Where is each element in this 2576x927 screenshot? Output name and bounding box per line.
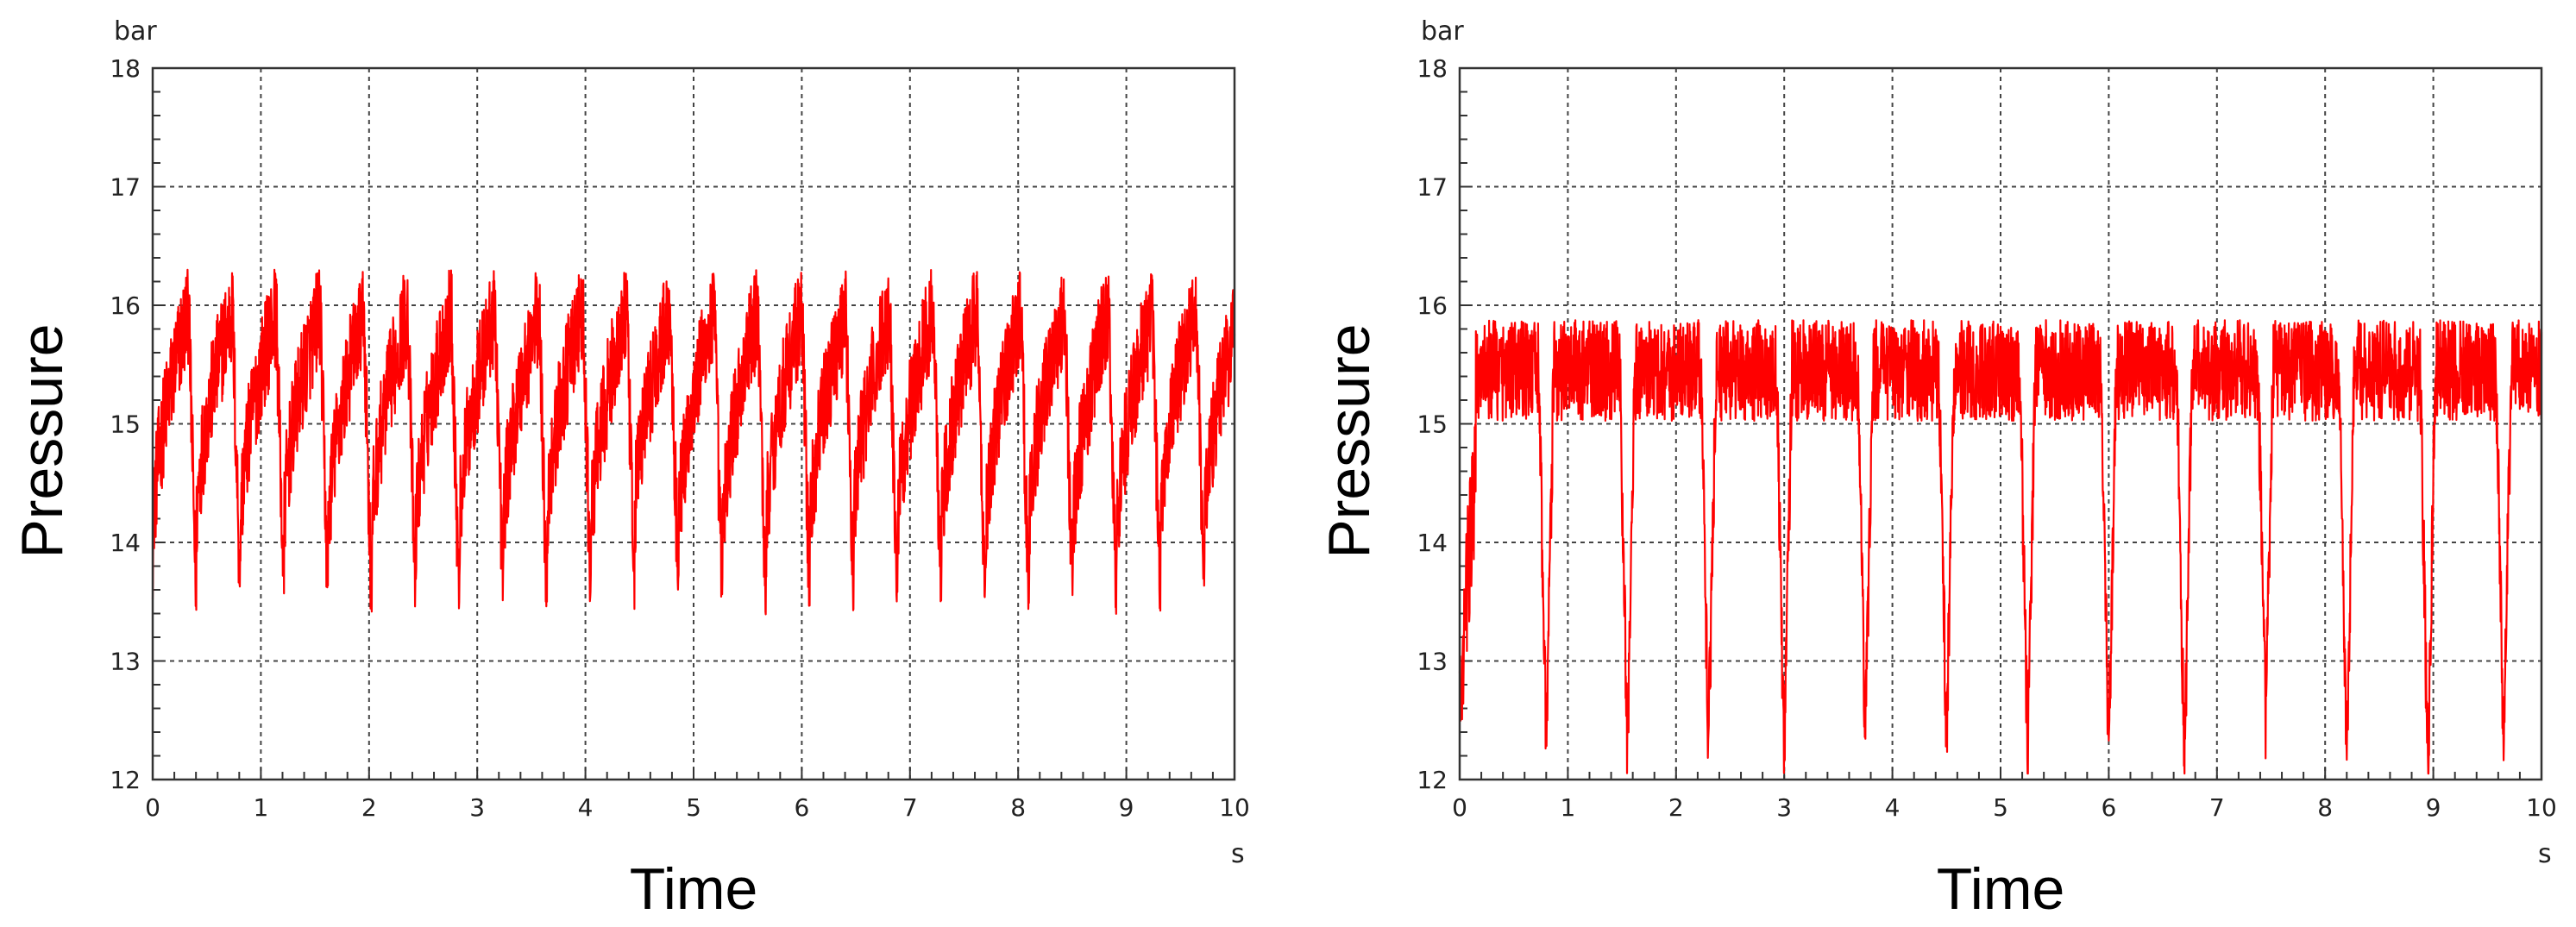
y-unit-label: bar	[114, 16, 157, 47]
x-tick-label: 0	[1452, 793, 1467, 822]
x-tick-label: 8	[2317, 793, 2333, 822]
x-tick-label: 1	[253, 793, 268, 822]
y-tick-label: 15	[110, 410, 141, 439]
y-tick-label: 18	[1417, 54, 1448, 83]
x-tick-label: 7	[902, 793, 918, 822]
x-axis-title: Time	[1937, 856, 2065, 922]
y-tick-label: 17	[110, 173, 141, 202]
x-tick-label: 0	[145, 793, 160, 822]
y-tick-label: 17	[1417, 173, 1448, 202]
x-unit-label: s	[1231, 839, 1245, 869]
y-tick-label: 12	[1417, 766, 1448, 794]
y-axis-title: Pressure	[1316, 323, 1382, 558]
y-tick-label: 18	[110, 54, 141, 83]
pressure-series-line	[151, 268, 1236, 616]
y-tick-label: 13	[1417, 648, 1448, 676]
x-tick-label: 7	[2209, 793, 2225, 822]
x-tick-label: 4	[578, 793, 594, 822]
x-tick-label: 8	[1010, 793, 1026, 822]
x-tick-label: 3	[1776, 793, 1792, 822]
x-tick-label: 9	[2426, 793, 2441, 822]
x-tick-label: 2	[1668, 793, 1684, 822]
y-tick-label: 12	[110, 766, 141, 794]
y-unit-label: bar	[1421, 16, 1464, 47]
x-axis-title: Time	[630, 856, 758, 922]
x-tick-label: 5	[1993, 793, 2008, 822]
y-axis-title: Pressure	[9, 323, 75, 558]
y-tick-label: 16	[1417, 291, 1448, 320]
y-tick-label: 14	[110, 529, 141, 557]
x-tick-label: 5	[686, 793, 701, 822]
plot-frame	[1458, 66, 2543, 781]
pressure-series-line	[1458, 319, 2543, 775]
x-tick-label: 9	[1119, 793, 1134, 822]
x-tick-label: 4	[1885, 793, 1901, 822]
x-unit-label: s	[2538, 839, 2552, 869]
x-tick-label: 6	[2101, 793, 2116, 822]
x-tick-label: 2	[361, 793, 377, 822]
x-tick-label: 3	[469, 793, 485, 822]
y-tick-label: 15	[1417, 410, 1448, 439]
y-tick-label: 14	[1417, 529, 1448, 557]
y-tick-label: 13	[110, 648, 141, 676]
plot-frame	[151, 66, 1236, 781]
x-tick-label: 1	[1560, 793, 1575, 822]
x-tick-label: 10	[2526, 793, 2557, 822]
x-tick-label: 6	[794, 793, 809, 822]
x-tick-label: 10	[1219, 793, 1250, 822]
y-tick-label: 16	[110, 291, 141, 320]
